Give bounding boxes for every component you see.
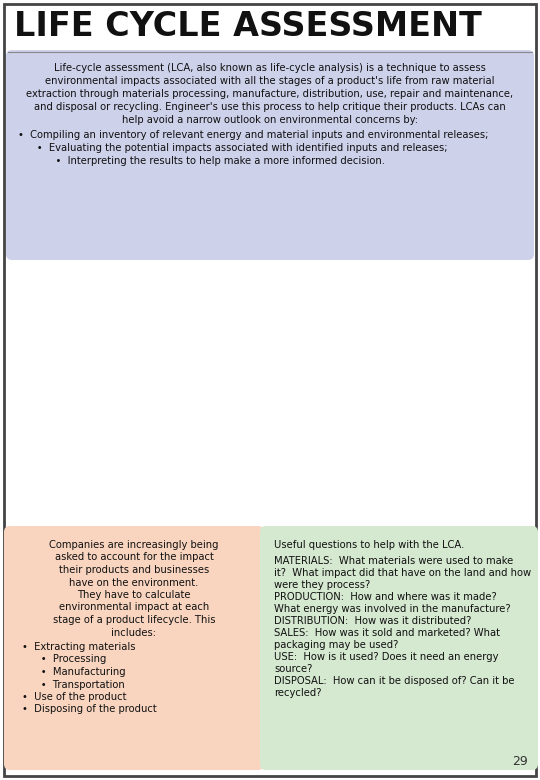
Text: were they process?: were they process?: [274, 580, 370, 590]
Text: source?: source?: [274, 664, 312, 674]
FancyBboxPatch shape: [4, 4, 536, 776]
Text: •  Disposing of the product: • Disposing of the product: [22, 704, 157, 714]
Text: asked to account for the impact: asked to account for the impact: [55, 552, 213, 562]
Text: SALES:  How was it sold and marketed? What: SALES: How was it sold and marketed? Wha…: [274, 628, 500, 638]
Text: Companies are increasingly being: Companies are increasingly being: [49, 540, 219, 550]
Text: and disposal or recycling. Engineer's use this process to help critique their pr: and disposal or recycling. Engineer's us…: [34, 102, 506, 112]
Text: MATERIALS:  What materials were used to make: MATERIALS: What materials were used to m…: [274, 556, 513, 566]
Text: extraction through materials processing, manufacture, distribution, use, repair : extraction through materials processing,…: [26, 89, 514, 99]
Text: LIFE CYCLE ASSESSMENT: LIFE CYCLE ASSESSMENT: [14, 10, 482, 43]
Text: •  Interpreting the results to help make a more informed decision.: • Interpreting the results to help make …: [18, 156, 385, 166]
Text: Life-cycle assessment (LCA, also known as life-cycle analysis) is a technique to: Life-cycle assessment (LCA, also known a…: [54, 63, 486, 73]
Text: Useful questions to help with the LCA.: Useful questions to help with the LCA.: [274, 540, 464, 550]
Text: •  Processing: • Processing: [22, 654, 106, 665]
Text: DISPOSAL:  How can it be disposed of? Can it be: DISPOSAL: How can it be disposed of? Can…: [274, 676, 515, 686]
Text: have on the environment.: have on the environment.: [69, 577, 199, 587]
Text: 29: 29: [512, 755, 528, 768]
Text: They have to calculate: They have to calculate: [77, 590, 191, 600]
FancyBboxPatch shape: [6, 50, 534, 260]
Text: •  Transportation: • Transportation: [22, 679, 125, 690]
Text: DISTRIBUTION:  How was it distributed?: DISTRIBUTION: How was it distributed?: [274, 616, 471, 626]
Text: recycled?: recycled?: [274, 688, 321, 698]
Text: help avoid a narrow outlook on environmental concerns by:: help avoid a narrow outlook on environme…: [122, 115, 418, 125]
Text: packaging may be used?: packaging may be used?: [274, 640, 399, 650]
Text: •  Manufacturing: • Manufacturing: [22, 667, 126, 677]
FancyBboxPatch shape: [4, 526, 264, 770]
Text: •  Use of the product: • Use of the product: [22, 692, 126, 702]
Text: includes:: includes:: [111, 627, 157, 637]
Text: •  Extracting materials: • Extracting materials: [22, 642, 136, 652]
Text: USE:  How is it used? Does it need an energy: USE: How is it used? Does it need an ene…: [274, 652, 498, 662]
Text: it?  What impact did that have on the land and how: it? What impact did that have on the lan…: [274, 568, 531, 578]
Text: What energy was involved in the manufacture?: What energy was involved in the manufact…: [274, 604, 511, 614]
FancyBboxPatch shape: [260, 526, 538, 770]
Text: environmental impact at each: environmental impact at each: [59, 602, 209, 612]
Text: •  Evaluating the potential impacts associated with identified inputs and releas: • Evaluating the potential impacts assoc…: [18, 143, 448, 153]
Text: their products and businesses: their products and businesses: [59, 565, 209, 575]
Text: environmental impacts associated with all the stages of a product's life from ra: environmental impacts associated with al…: [45, 76, 495, 86]
Text: stage of a product lifecycle. This: stage of a product lifecycle. This: [53, 615, 215, 625]
Text: •  Compiling an inventory of relevant energy and material inputs and environment: • Compiling an inventory of relevant ene…: [18, 130, 488, 140]
Text: PRODUCTION:  How and where was it made?: PRODUCTION: How and where was it made?: [274, 592, 497, 602]
